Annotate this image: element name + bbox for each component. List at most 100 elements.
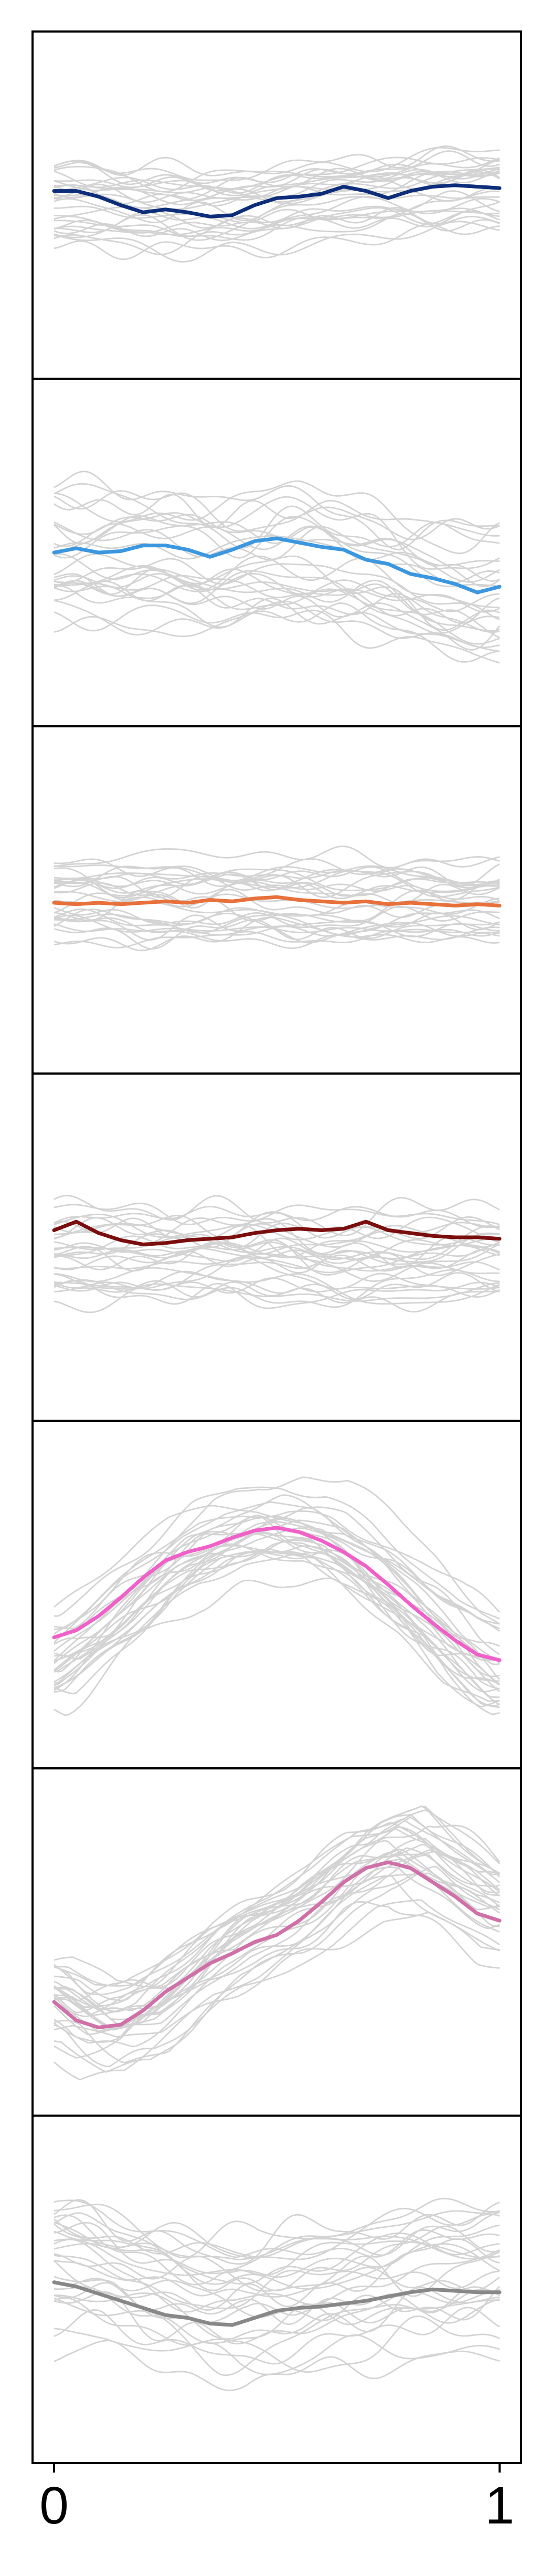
sample-curve	[54, 865, 500, 888]
sample-curve	[54, 1213, 500, 1240]
sample-curve	[54, 1506, 500, 1660]
mean-curve	[52, 1860, 502, 2030]
sample-curve	[54, 2340, 500, 2392]
sample-curve	[54, 575, 500, 639]
sample-curve	[54, 471, 500, 550]
sample-curve	[54, 572, 500, 612]
sample-curve	[54, 565, 500, 613]
sample-curve	[54, 553, 500, 632]
sample-curve	[54, 1848, 500, 2036]
sample-curve	[54, 1866, 500, 2017]
sample-curve	[54, 2278, 501, 2321]
sample-curve	[54, 1533, 500, 1689]
sample-curve	[54, 2204, 500, 2260]
sample-curve	[54, 1840, 500, 2043]
sample-curve	[54, 917, 500, 944]
sample-curve	[54, 1257, 500, 1298]
sample-curve	[54, 1854, 500, 2026]
sample-curve	[54, 224, 500, 260]
sample-curves	[54, 846, 500, 952]
sample-curve	[54, 1253, 500, 1282]
sample-curve	[54, 172, 500, 203]
sample-curve	[54, 1486, 500, 1620]
sample-curve	[54, 1899, 500, 2068]
sample-curve	[54, 1826, 500, 1996]
sample-curve	[54, 889, 500, 919]
sample-curve	[54, 496, 500, 570]
sample-curve	[54, 190, 500, 236]
sample-curve	[54, 493, 500, 540]
sample-curve	[54, 2289, 500, 2345]
mean-curve	[52, 1219, 502, 1247]
sample-curve	[54, 2307, 500, 2365]
sample-curve	[54, 907, 500, 936]
sample-curve	[54, 2286, 500, 2344]
sample-curve	[54, 1548, 500, 1715]
sample-curve	[54, 1206, 500, 1239]
sample-curve	[54, 1549, 500, 1684]
sample-curve	[54, 1912, 500, 2038]
sample-curve	[54, 1531, 500, 1698]
panels	[31, 30, 522, 2465]
sample-curve	[54, 856, 500, 882]
sample-curve	[54, 163, 500, 192]
sample-curve	[54, 145, 500, 181]
sample-curve	[54, 1809, 500, 2030]
sample-curve	[54, 868, 500, 894]
sample-curve	[54, 194, 500, 241]
sample-curve	[54, 521, 500, 588]
panel-frame	[31, 2114, 522, 2465]
sample-curve	[54, 2212, 500, 2259]
sample-curve	[54, 159, 500, 206]
panel-3	[31, 725, 522, 1075]
sample-curves	[54, 2197, 501, 2392]
panel-4	[31, 1072, 522, 1422]
sample-curve	[54, 2199, 500, 2258]
sample-curve	[54, 1901, 500, 2059]
sample-curve	[54, 598, 500, 652]
sample-curve	[54, 553, 500, 631]
panel-5	[31, 1420, 522, 1770]
panel-7	[31, 2114, 522, 2465]
panel-1	[31, 30, 522, 380]
sample-curve	[54, 1267, 500, 1305]
sample-curve	[54, 150, 500, 185]
sample-curve	[54, 2297, 500, 2373]
mean-curve	[52, 536, 502, 595]
sample-curve	[54, 1277, 500, 1294]
sample-curves	[54, 1476, 501, 1716]
sample-curve	[54, 2238, 500, 2311]
sample-curve	[54, 2199, 500, 2265]
sample-curve	[54, 1235, 500, 1272]
sample-curve	[54, 1577, 500, 1693]
sample-curve	[54, 1239, 500, 1276]
sample-curve	[54, 916, 500, 952]
sample-curve	[54, 890, 500, 922]
mean-curve	[52, 183, 502, 218]
mean-curve	[52, 895, 502, 908]
sample-curve	[54, 1494, 500, 1673]
sample-curve	[54, 1279, 500, 1309]
sample-curve	[54, 1875, 500, 2081]
sample-curve	[54, 1269, 500, 1308]
sample-curve	[54, 893, 500, 909]
sample-curve	[54, 490, 500, 537]
sample-curve	[54, 1515, 500, 1661]
sample-curve	[54, 914, 500, 937]
sample-curve	[54, 583, 500, 645]
sample-curve	[54, 582, 500, 663]
x-tick-label: 1	[485, 2476, 514, 2535]
sample-curve	[54, 157, 500, 190]
sample-curve	[54, 1828, 500, 2008]
sample-curve	[54, 1852, 500, 2014]
sample-curve	[54, 1195, 500, 1236]
panel-2	[31, 378, 522, 727]
sample-curve	[54, 2243, 500, 2290]
panel-6	[31, 1767, 522, 2117]
sample-curve	[54, 1216, 500, 1248]
sample-curve	[54, 1872, 500, 2013]
sample-curve	[54, 147, 500, 176]
sample-curve	[54, 2225, 500, 2292]
sample-curve	[54, 1551, 500, 1716]
